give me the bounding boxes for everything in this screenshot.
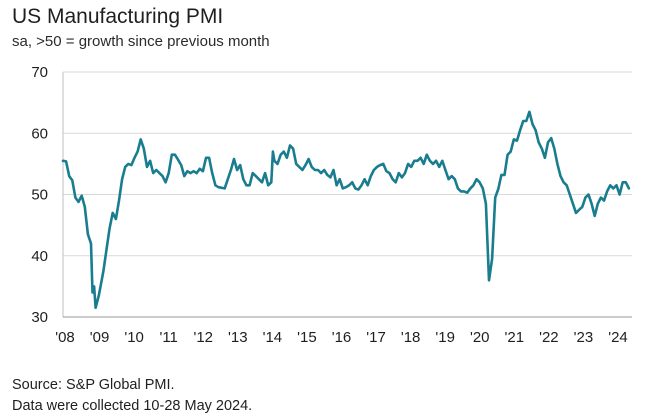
source-line: Source: S&P Global PMI. [12,377,175,393]
pmi-line-chart: 30 40 50 60 70 '08 '09 '10 '11 '12 '13 '14 '15 '16 '1… [31,64,632,346]
y-tick-label: 70 [31,64,48,81]
x-tick-label: '16 [332,329,352,346]
x-tick-label: '15 [297,329,317,346]
x-tick-label: '21 [505,329,525,346]
y-tick-label: 60 [31,125,48,142]
y-tick-label: 50 [31,187,48,204]
x-tick-label: '22 [539,329,559,346]
y-tick-label: 30 [31,309,48,326]
chart-title: US Manufacturing PMI [12,5,224,28]
chart-axes [62,72,632,318]
chart-series [61,110,631,310]
x-tick-label: '23 [574,329,594,346]
x-axis-ticks: '08 '09 '10 '11 '12 '13 '14 '15 '16 '17 '18 '19 '20 '… [55,329,628,346]
x-tick-label: '10 [124,329,144,346]
source-note: Source: S&P Global PMI. Data were collec… [12,375,252,417]
x-tick-label: '24 [608,329,628,346]
x-tick-label: '09 [90,329,110,346]
y-tick-label: 40 [31,248,48,265]
y-axis-ticks: 30 40 50 60 70 [31,64,48,326]
x-tick-label: '17 [366,329,386,346]
x-tick-label: '12 [193,329,213,346]
collection-date-line: Data were collected 10-28 May 2024. [12,398,253,414]
x-tick-label: '08 [55,329,75,346]
pmi-series-line [61,110,631,310]
x-tick-label: '13 [228,329,248,346]
x-tick-label: '11 [159,329,177,346]
x-tick-label: '20 [470,329,490,346]
chart-subtitle: sa, >50 = growth since previous month [12,33,270,50]
x-tick-label: '18 [401,329,421,346]
x-tick-label: '19 [435,329,455,346]
x-tick-label: '14 [263,329,283,346]
